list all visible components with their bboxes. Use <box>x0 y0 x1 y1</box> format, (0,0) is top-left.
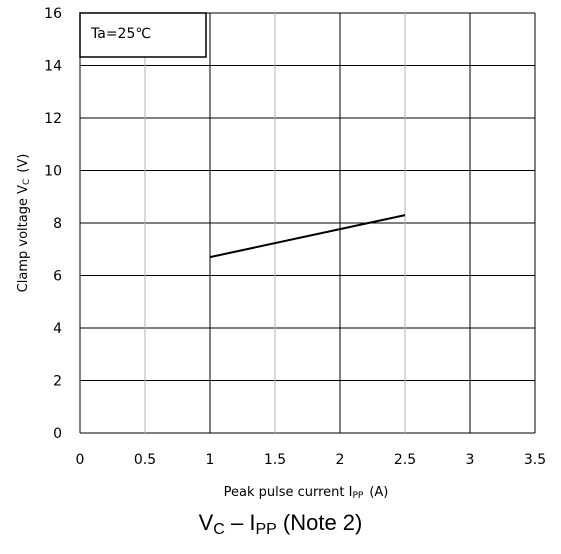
y-tick-label: 0 <box>53 426 62 442</box>
data-series <box>209 214 406 259</box>
x-tick-label: 3.5 <box>524 452 546 468</box>
x-tick-label: 0 <box>76 452 85 468</box>
y-tick-label: 16 <box>44 6 62 22</box>
y-tick-labels: 0 2 4 6 8 10 12 14 16 <box>44 6 62 442</box>
figure-caption: VC – IPP (Note 2) <box>198 510 363 538</box>
clamp-voltage-line <box>209 214 406 259</box>
y-tick-label: 14 <box>44 59 62 75</box>
legend-box: Ta=25℃ <box>79 12 207 58</box>
x-tick-label: 0.5 <box>134 452 156 468</box>
x-axis-label: Peak pulse current IPP (A) <box>224 485 389 501</box>
y-tick-label: 8 <box>53 216 62 232</box>
y-tick-label: 12 <box>44 111 62 127</box>
x-tick-label: 2 <box>336 452 345 468</box>
grid-lines <box>79 12 536 434</box>
y-tick-label: 2 <box>53 374 62 390</box>
chart: 0 0.5 1 1.5 2 2.5 3 3.5 0 2 4 6 8 10 12 14 16 Ta=25℃ Pe… <box>16 6 547 501</box>
x-tick-label: 1 <box>206 452 215 468</box>
y-tick-label: 4 <box>53 321 62 337</box>
x-tick-labels: 0 0.5 1 1.5 2 2.5 3 3.5 <box>76 452 547 468</box>
y-axis-label: Clamp voltage VC(V) <box>16 154 32 293</box>
x-tick-label: 2.5 <box>394 452 416 468</box>
ambient-temp-annotation: Ta=25℃ <box>90 26 151 42</box>
x-tick-label: 3 <box>466 452 475 468</box>
y-tick-label: 6 <box>53 269 62 285</box>
x-tick-label: 1.5 <box>264 452 286 468</box>
y-tick-label: 10 <box>44 164 62 180</box>
